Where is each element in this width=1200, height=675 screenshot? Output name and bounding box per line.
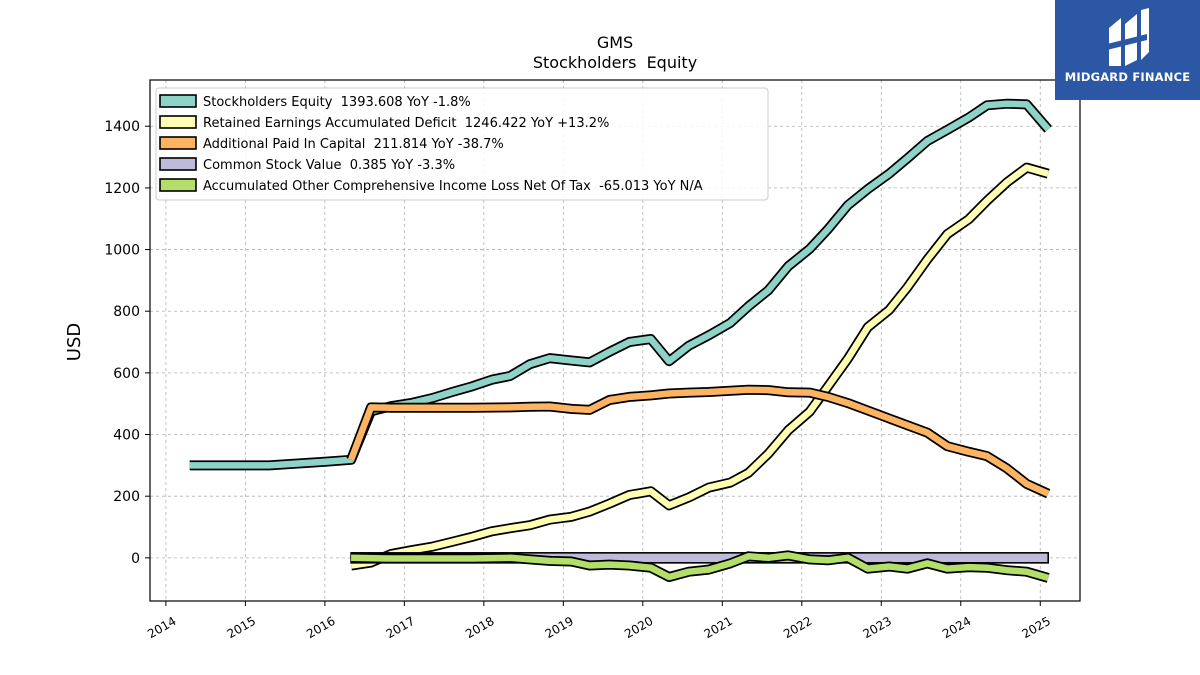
brand-mark-icon — [1107, 8, 1149, 66]
series-lines — [189, 98, 1052, 583]
legend-swatch — [159, 115, 197, 129]
x-tick-label: 2016 — [304, 614, 337, 641]
x-axis: 2014 2015 2016 2017 2018 2019 2020 2021 2022 2023… — [145, 601, 1053, 641]
x-tick-label: 2021 — [702, 614, 735, 641]
x-tick-label: 2023 — [861, 614, 894, 641]
series-3 — [346, 384, 1051, 499]
series-line-outline — [350, 162, 1050, 571]
x-tick-label: 2025 — [1020, 614, 1053, 641]
series-line — [351, 552, 1050, 582]
legend-label: Common Stock Value 0.385 YoY -3.3% — [203, 158, 455, 173]
x-tick-label: 2024 — [940, 614, 973, 641]
plot-frame — [149, 79, 1081, 602]
y-tick-label: 1200 — [104, 181, 140, 197]
series-line — [350, 164, 1050, 569]
chart-subtitle: Stockholders Equity — [533, 53, 697, 72]
legend-label: Accumulated Other Comprehensive Income L… — [203, 179, 703, 194]
legend-swatch — [159, 178, 197, 192]
series-5 — [351, 550, 1050, 583]
y-tick-label: 200 — [113, 489, 140, 505]
x-tick-label: 2015 — [225, 614, 258, 641]
series-2 — [350, 162, 1050, 571]
x-tick-label: 2019 — [543, 614, 576, 641]
legend-label: Retained Earnings Accumulated Deficit 12… — [203, 116, 609, 131]
legend-swatch — [159, 136, 197, 150]
y-tick-label: 800 — [113, 304, 140, 320]
legend: Stockholders Equity 1393.608 YoY -1.8% Re… — [155, 87, 769, 201]
x-tick-label: 2017 — [384, 614, 417, 641]
brand-logo: MIDGARD FINANCE — [1055, 0, 1200, 100]
series-line — [348, 386, 1050, 497]
x-tick-label: 2020 — [622, 614, 655, 641]
legend-label: Stockholders Equity 1393.608 YoY -1.8% — [203, 95, 471, 110]
x-tick-label: 2018 — [463, 614, 496, 641]
brand-name: MIDGARD FINANCE — [1064, 70, 1191, 84]
x-tick-label: 2014 — [145, 614, 178, 641]
y-axis-label: USD — [64, 323, 85, 361]
x-tick-label: 2022 — [781, 614, 814, 641]
y-tick-label: 0 — [131, 551, 140, 567]
legend-swatch — [159, 157, 197, 171]
y-tick-label: 1400 — [104, 119, 140, 135]
legend-box — [155, 87, 769, 201]
y-tick-label: 400 — [113, 428, 140, 444]
y-axis: 0 200 400 600 800 1000 1200 1400 — [104, 119, 150, 567]
legend-label: Additional Paid In Capital 211.814 YoY -… — [203, 137, 504, 152]
chart-title: GMS — [597, 33, 633, 52]
y-tick-label: 1000 — [104, 243, 140, 259]
y-tick-label: 600 — [113, 366, 140, 382]
legend-swatch — [159, 94, 197, 108]
